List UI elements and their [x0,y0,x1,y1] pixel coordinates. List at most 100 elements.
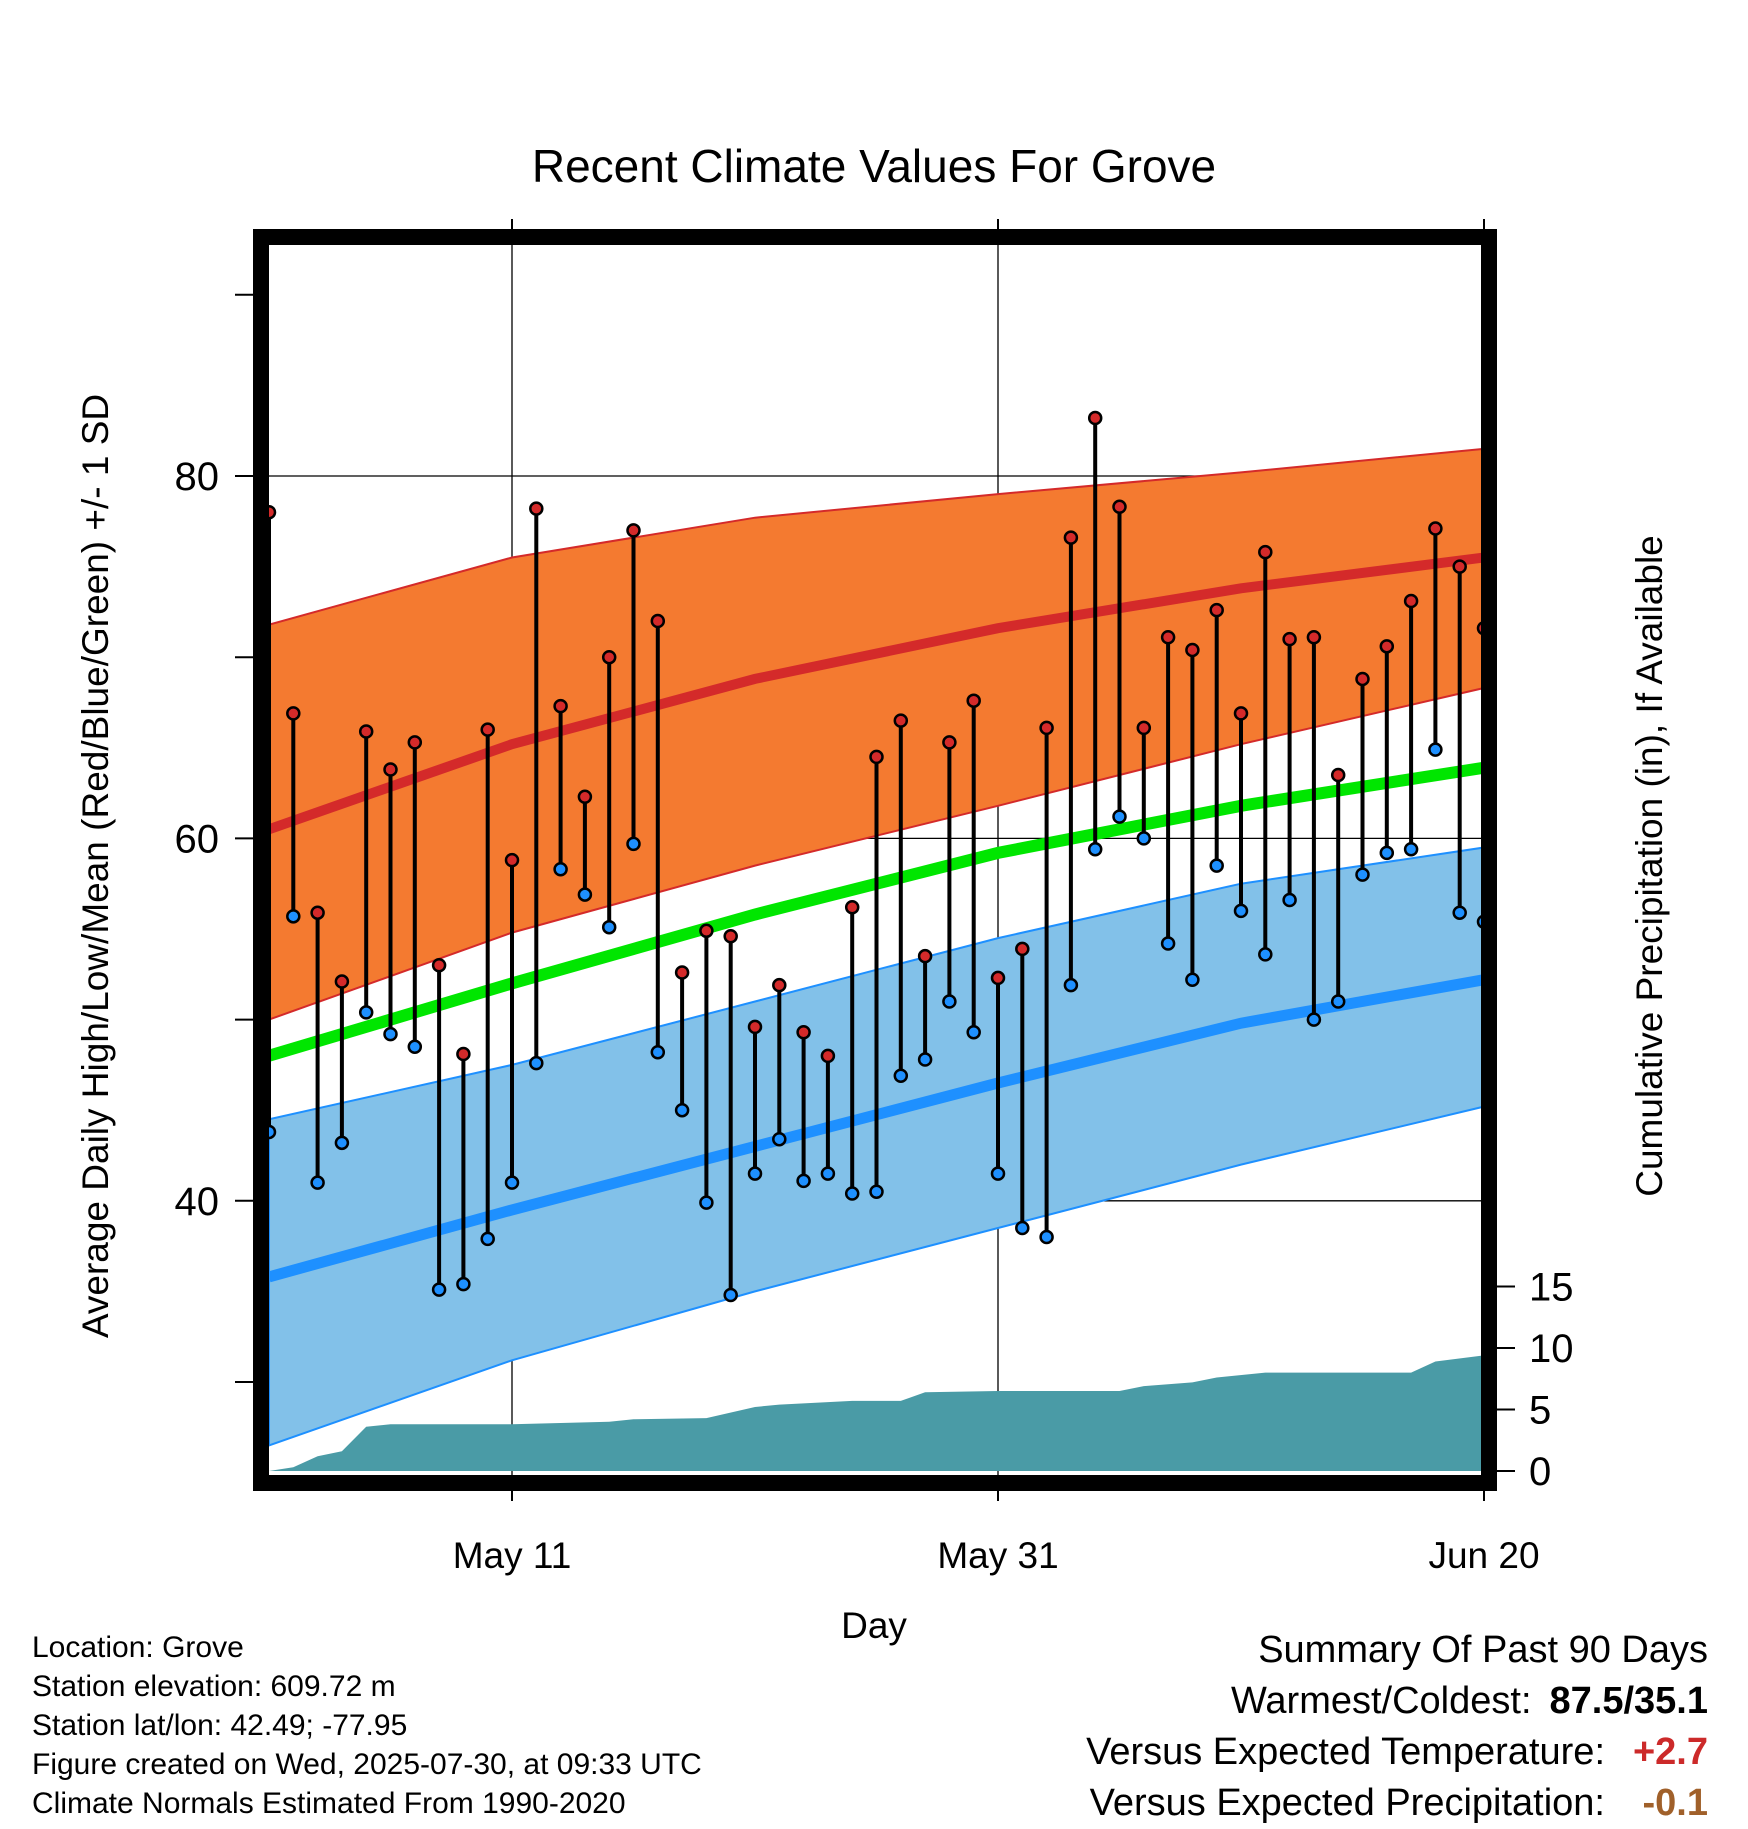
daily-low-point [773,1133,785,1145]
daily-low-point [457,1278,469,1290]
daily-high-point [287,707,299,719]
daily-high-point [530,503,542,515]
daily-high-point [1235,707,1247,719]
y2-tick-label: 0 [1529,1450,1551,1494]
daily-low-point [1089,843,1101,855]
daily-low-point [579,889,591,901]
daily-high-point [457,1048,469,1060]
daily-low-point [1065,979,1077,991]
daily-high-point [1429,523,1441,535]
daily-low-point [1454,907,1466,919]
daily-low-point [943,995,955,1007]
daily-low-point [1575,620,1587,632]
daily-low-point [287,910,299,922]
daily-low-point [385,1028,397,1040]
daily-high-point [1284,633,1296,645]
daily-high-point [1527,374,1539,386]
daily-high-point [628,524,640,536]
y-tick-label: 60 [175,817,220,861]
x-tick-label: Jun 20 [1428,1535,1539,1576]
daily-low-point [336,1137,348,1149]
daily-low-point [1502,829,1514,841]
daily-low-point [1551,640,1563,652]
daily-low-point [725,1289,737,1301]
daily-low-point [1527,615,1539,627]
daily-low-point [506,1177,518,1189]
daily-high-point [1502,474,1514,486]
daily-high-point [1308,631,1320,643]
summary-precip: Versus Expected Precipitation:-0.1 [1086,1778,1708,1829]
daily-low-point [1041,1231,1053,1243]
daily-low-point [312,1177,324,1189]
daily-high-point [336,976,348,988]
daily-high-point [1600,466,1612,478]
daily-high-point [1454,561,1466,573]
daily-high-point [1065,532,1077,544]
daily-low-point [749,1168,761,1180]
daily-low-point [1381,847,1393,859]
daily-low-point [1332,995,1344,1007]
precip-value: -0.1 [1623,1778,1708,1829]
daily-low-point [1672,814,1684,826]
daily-low-point [628,838,640,850]
warmest-coldest-value: 87.5/35.1 [1550,1676,1708,1727]
daily-high-point [1186,644,1198,656]
info-elevation: Station elevation: 609.72 m [32,1667,702,1706]
daily-low-point [482,1233,494,1245]
daily-high-point [1089,412,1101,424]
daily-high-point [700,925,712,937]
daily-low-point [895,1070,907,1082]
daily-high-point [603,651,615,663]
daily-low-point [603,921,615,933]
daily-high-point [1162,631,1174,643]
daily-high-point [1575,349,1587,361]
daily-high-point [1381,640,1393,652]
daily-low-point [1138,832,1150,844]
daily-high-point [895,715,907,727]
daily-low-point [1162,937,1174,949]
daily-low-point [1235,905,1247,917]
daily-low-point [433,1284,445,1296]
daily-low-point [919,1053,931,1065]
daily-high-point [652,615,664,627]
daily-high-point [1648,446,1660,458]
daily-high-point [773,979,785,991]
daily-low-point [1259,948,1271,960]
summary-header: Summary Of Past 90 Days [1086,1625,1708,1676]
daily-high-point [1721,465,1733,477]
daily-high-point [360,725,372,737]
summary-temp: Versus Expected Temperature:+2.7 [1086,1727,1708,1778]
daily-high-point [992,972,1004,984]
daily-low-point [1600,700,1612,712]
daily-high-point [871,751,883,763]
daily-high-point [1211,604,1223,616]
daily-low-point [360,1006,372,1018]
y2-tick-label: 5 [1529,1389,1551,1433]
daily-low-point [798,1175,810,1187]
daily-high-point [749,1021,761,1033]
daily-high-point [968,695,980,707]
daily-high-point [1551,334,1563,346]
y2-axis-label: Cumulative Precipitation (in), If Availa… [1629,535,1670,1197]
daily-low-point [1211,860,1223,872]
daily-high-point [798,1026,810,1038]
daily-high-point [579,791,591,803]
y-tick-label: 40 [175,1180,220,1224]
daily-high-point [1041,722,1053,734]
info-location: Location: Grove [32,1628,702,1667]
daily-low-point [1186,974,1198,986]
info-created: Figure created on Wed, 2025-07-30, at 09… [32,1745,702,1784]
x-tick-label: May 11 [453,1535,572,1576]
daily-high-point [846,901,858,913]
daily-high-point [506,854,518,866]
daily-low-point [652,1046,664,1058]
y2-tick-label: 15 [1529,1266,1574,1310]
daily-low-point [1114,811,1126,823]
daily-low-point [846,1188,858,1200]
daily-low-point [1721,773,1733,785]
station-info: Location: Grove Station elevation: 609.7… [32,1628,702,1823]
y2-tick-label: 10 [1529,1327,1574,1371]
daily-low-point [1429,744,1441,756]
info-normals: Climate Normals Estimated From 1990-2020 [32,1784,702,1823]
